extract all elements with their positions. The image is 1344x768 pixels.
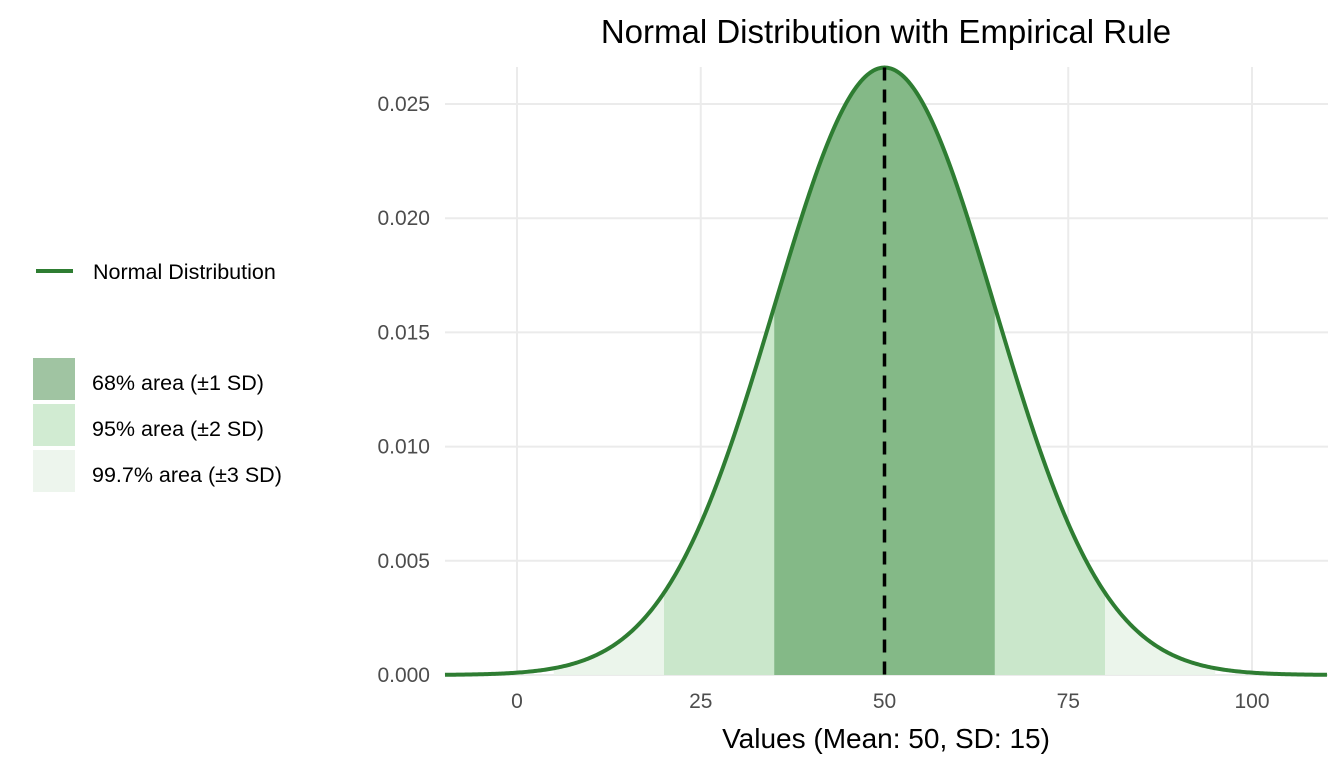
- legend-line-label: Normal Distribution: [93, 260, 276, 284]
- legend-swatch-68: [33, 358, 75, 400]
- x-axis-ticks: 0 25 50 75 100: [511, 690, 1269, 713]
- x-tick-label: 100: [1234, 690, 1269, 713]
- y-tick-label: 0.020: [377, 207, 430, 230]
- legend-label-997: 99.7% area (±3 SD): [92, 463, 282, 487]
- x-tick-label: 50: [873, 690, 896, 713]
- chart-title: Normal Distribution with Empirical Rule: [601, 13, 1171, 50]
- legend-label-95: 95% area (±2 SD): [92, 417, 264, 441]
- y-tick-label: 0.015: [377, 321, 430, 344]
- y-axis-ticks: 0.000 0.005 0.010 0.015 0.020 0.025: [377, 93, 430, 687]
- x-tick-label: 0: [511, 690, 523, 713]
- legend-swatch-95: [33, 404, 75, 446]
- x-tick-label: 75: [1057, 690, 1080, 713]
- area-68-pct: [774, 67, 995, 676]
- legend-swatch-997: [33, 450, 75, 492]
- y-tick-label: 0.010: [377, 436, 430, 459]
- y-tick-label: 0.000: [377, 664, 430, 687]
- shaded-areas: [553, 67, 1216, 676]
- x-axis-label: Values (Mean: 50, SD: 15): [722, 723, 1050, 754]
- legend-label-68: 68% area (±1 SD): [92, 371, 264, 395]
- y-tick-label: 0.025: [377, 93, 430, 116]
- x-tick-label: 25: [689, 690, 712, 713]
- legend: Normal Distribution 68% area (±1 SD) 95%…: [33, 260, 282, 492]
- y-tick-label: 0.005: [377, 550, 430, 573]
